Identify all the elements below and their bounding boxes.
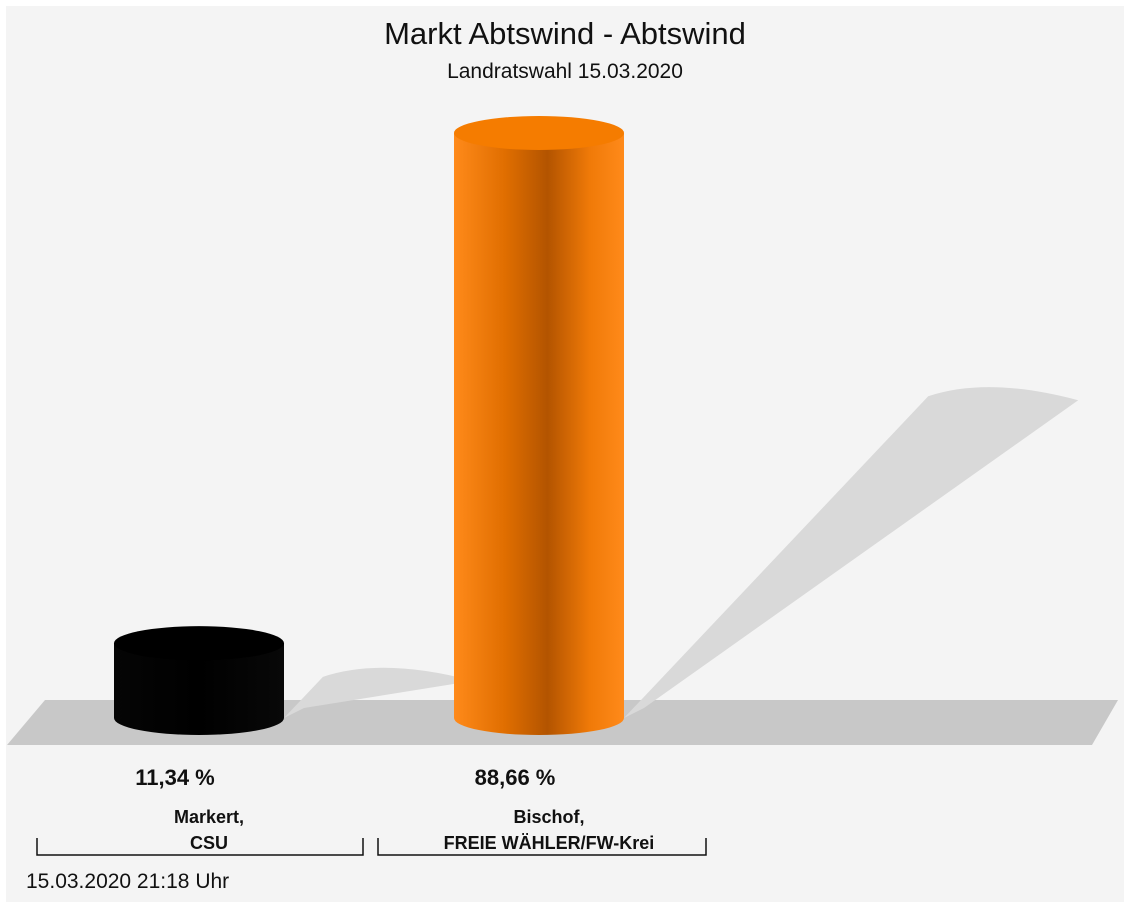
chart-title: Markt Abtswind - Abtswind [384,16,746,51]
bar-body [114,643,284,735]
bar-body [454,133,624,735]
bar-category-label: Bischof, [513,807,584,827]
bar-category-label: FREIE WÄHLER/FW-Krei [444,833,655,853]
category-bracket [377,838,707,856]
category-bracket [36,838,364,856]
bar-shadow [624,387,1079,718]
bar-top [454,116,624,150]
bar-value-label: 88,66 % [475,765,556,790]
bar-cylinder [114,626,284,735]
bar-top [114,626,284,661]
chart-footer-timestamp: 15.03.2020 21:18 Uhr [26,870,230,893]
bar-category-label: CSU [190,833,228,853]
chart-subtitle: Landratswahl 15.03.2020 [447,60,683,83]
bar-category-label: Markert, [174,807,244,827]
bar-shadow [284,667,473,718]
bar-cylinder [454,116,624,735]
bar-value-label: 11,34 % [135,765,215,790]
